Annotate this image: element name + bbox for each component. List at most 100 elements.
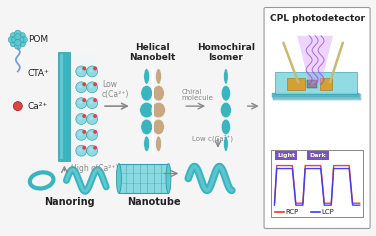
Bar bbox=[271, 150, 362, 217]
Circle shape bbox=[93, 130, 97, 134]
Circle shape bbox=[78, 148, 82, 152]
Text: LCP: LCP bbox=[321, 209, 334, 215]
Ellipse shape bbox=[153, 85, 164, 101]
Ellipse shape bbox=[221, 85, 230, 101]
Circle shape bbox=[76, 98, 87, 109]
Circle shape bbox=[14, 102, 22, 111]
Circle shape bbox=[10, 33, 17, 39]
Circle shape bbox=[8, 37, 15, 43]
Circle shape bbox=[87, 82, 98, 93]
Bar bbox=[307, 80, 317, 88]
Circle shape bbox=[87, 145, 98, 156]
Text: Ca²⁺: Ca²⁺ bbox=[28, 102, 48, 111]
Circle shape bbox=[15, 34, 21, 40]
Text: CTA⁺: CTA⁺ bbox=[28, 69, 50, 78]
Bar bbox=[287, 78, 305, 90]
Circle shape bbox=[82, 82, 86, 86]
Circle shape bbox=[19, 33, 26, 39]
Bar bbox=[119, 164, 168, 193]
Circle shape bbox=[82, 67, 86, 70]
Circle shape bbox=[93, 146, 97, 150]
Circle shape bbox=[76, 145, 87, 156]
Ellipse shape bbox=[224, 136, 228, 152]
Ellipse shape bbox=[141, 85, 152, 101]
Bar bbox=[307, 151, 329, 160]
Bar bbox=[276, 72, 357, 94]
Circle shape bbox=[82, 146, 86, 150]
Text: Nanoring: Nanoring bbox=[44, 197, 95, 207]
Text: CPL photodetector: CPL photodetector bbox=[270, 14, 365, 23]
Circle shape bbox=[12, 37, 18, 43]
Circle shape bbox=[93, 67, 97, 70]
Text: High c(Ca²⁺): High c(Ca²⁺) bbox=[71, 164, 119, 173]
Circle shape bbox=[87, 129, 98, 140]
Bar bbox=[273, 94, 360, 99]
Circle shape bbox=[89, 100, 93, 104]
Ellipse shape bbox=[156, 136, 161, 152]
Circle shape bbox=[15, 43, 21, 49]
Circle shape bbox=[76, 66, 87, 77]
Circle shape bbox=[82, 98, 86, 102]
Text: Light: Light bbox=[277, 153, 296, 158]
Circle shape bbox=[82, 130, 86, 134]
Text: Chiral
molecule: Chiral molecule bbox=[181, 89, 213, 101]
Circle shape bbox=[78, 84, 82, 88]
Ellipse shape bbox=[224, 69, 228, 84]
Circle shape bbox=[87, 66, 98, 77]
Bar bbox=[58, 52, 70, 161]
Ellipse shape bbox=[140, 102, 153, 118]
Ellipse shape bbox=[144, 69, 150, 84]
Circle shape bbox=[76, 82, 87, 93]
Circle shape bbox=[76, 129, 87, 140]
Circle shape bbox=[15, 37, 21, 43]
Circle shape bbox=[76, 114, 87, 124]
Ellipse shape bbox=[166, 164, 171, 193]
Circle shape bbox=[89, 148, 93, 152]
Circle shape bbox=[78, 116, 82, 120]
Circle shape bbox=[87, 98, 98, 109]
Circle shape bbox=[93, 114, 97, 118]
Ellipse shape bbox=[117, 164, 121, 193]
Circle shape bbox=[82, 114, 86, 118]
Text: Low
c(Ca²⁺): Low c(Ca²⁺) bbox=[102, 80, 129, 99]
Bar bbox=[272, 93, 359, 97]
Circle shape bbox=[89, 116, 93, 120]
Polygon shape bbox=[297, 36, 333, 84]
Circle shape bbox=[18, 37, 24, 43]
Ellipse shape bbox=[220, 102, 231, 118]
Ellipse shape bbox=[141, 119, 152, 135]
Text: Dark: Dark bbox=[310, 153, 326, 158]
Circle shape bbox=[19, 41, 26, 47]
Circle shape bbox=[78, 100, 82, 104]
Text: POM: POM bbox=[28, 35, 48, 44]
Circle shape bbox=[89, 84, 93, 88]
Circle shape bbox=[15, 30, 21, 36]
Circle shape bbox=[87, 114, 98, 124]
Ellipse shape bbox=[144, 136, 150, 152]
Ellipse shape bbox=[34, 176, 50, 185]
Bar bbox=[61, 54, 64, 159]
Ellipse shape bbox=[153, 119, 164, 135]
FancyBboxPatch shape bbox=[264, 8, 370, 228]
Text: Helical
Nanobelt: Helical Nanobelt bbox=[129, 43, 176, 62]
Circle shape bbox=[78, 132, 82, 136]
Circle shape bbox=[89, 68, 93, 72]
Circle shape bbox=[10, 41, 17, 47]
Circle shape bbox=[93, 98, 97, 102]
Circle shape bbox=[89, 132, 93, 136]
Circle shape bbox=[93, 82, 97, 86]
Circle shape bbox=[15, 39, 21, 46]
Bar bbox=[273, 94, 361, 100]
Ellipse shape bbox=[221, 119, 230, 135]
Circle shape bbox=[21, 37, 27, 43]
Text: Nanotube: Nanotube bbox=[127, 197, 180, 207]
Circle shape bbox=[78, 68, 82, 72]
Text: Homochiral
Isomer: Homochiral Isomer bbox=[197, 43, 255, 62]
Ellipse shape bbox=[156, 69, 161, 84]
Bar bbox=[276, 151, 297, 160]
Text: Low c(Ca²⁺): Low c(Ca²⁺) bbox=[192, 135, 233, 142]
Bar bbox=[320, 78, 332, 90]
Ellipse shape bbox=[152, 102, 165, 118]
Text: RCP: RCP bbox=[285, 209, 299, 215]
Bar bbox=[74, 54, 96, 159]
